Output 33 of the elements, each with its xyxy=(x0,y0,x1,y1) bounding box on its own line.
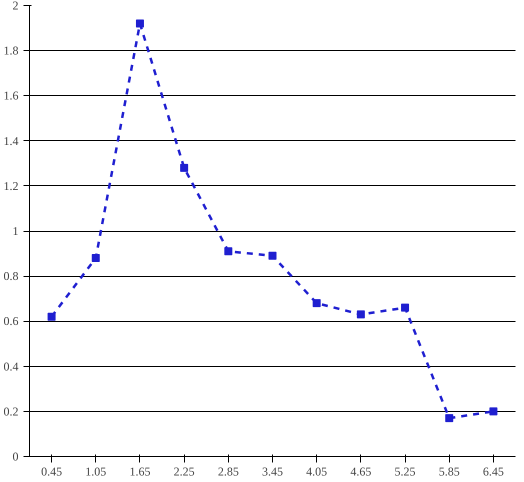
point xyxy=(445,414,454,422)
x-tick-label: 1.05 xyxy=(85,464,106,478)
x-tick-label: 5.25 xyxy=(394,464,416,478)
x-tick-label: 3.45 xyxy=(262,464,283,478)
x-tick-label: 5.85 xyxy=(438,464,460,478)
y-tick-label: 1.2 xyxy=(4,178,18,193)
x-tick-label: 6.45 xyxy=(482,464,504,478)
point xyxy=(92,254,100,262)
point xyxy=(401,304,410,312)
y-tick-label: 1.8 xyxy=(4,44,18,58)
y-tick-label: 1 xyxy=(12,224,18,238)
x-tick-label: 2.85 xyxy=(218,464,239,478)
point xyxy=(180,164,188,172)
x-tick-label: 4.05 xyxy=(306,464,328,478)
y-tick-label: 0.2 xyxy=(4,404,18,418)
x-tick-label: 4.65 xyxy=(350,464,372,478)
point xyxy=(268,252,276,260)
x-tick-label: 0.45 xyxy=(41,464,62,478)
x-tick-label: 1.65 xyxy=(129,464,150,478)
y-tick-label: 0 xyxy=(12,450,18,464)
y-tick-label: 0.6 xyxy=(4,314,18,328)
point xyxy=(489,407,498,416)
point xyxy=(136,20,144,28)
point xyxy=(312,299,321,308)
y-tick-label: 0.4 xyxy=(4,359,18,374)
y-tick-label: 1.4 xyxy=(4,134,18,148)
y-tick-label: 0.8 xyxy=(4,269,18,284)
point xyxy=(48,312,56,321)
y-tick-label: 1.6 xyxy=(4,88,18,103)
point xyxy=(356,310,365,318)
y-tick-label: 2 xyxy=(12,0,18,12)
point xyxy=(224,247,232,256)
x-tick-label: 2.25 xyxy=(174,464,195,478)
